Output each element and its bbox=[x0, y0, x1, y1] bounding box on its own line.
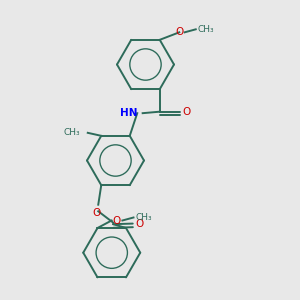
Text: O: O bbox=[93, 208, 101, 218]
Text: O: O bbox=[113, 215, 121, 226]
Text: CH₃: CH₃ bbox=[197, 25, 214, 34]
Text: O: O bbox=[182, 107, 191, 117]
Text: CH₃: CH₃ bbox=[64, 128, 80, 137]
Text: O: O bbox=[175, 27, 183, 37]
Text: CH₃: CH₃ bbox=[135, 213, 152, 222]
Text: HN: HN bbox=[120, 108, 137, 118]
Text: O: O bbox=[135, 219, 143, 229]
